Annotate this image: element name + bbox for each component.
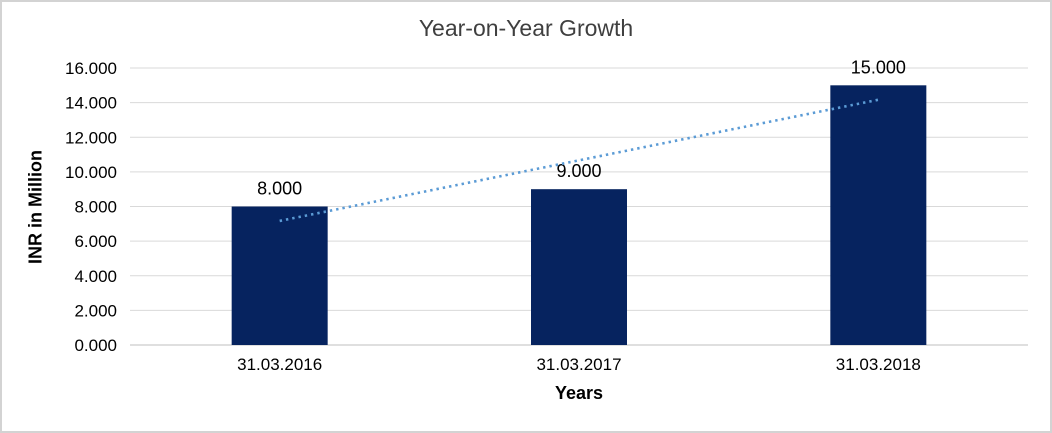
y-tick-label: 14.000 — [65, 94, 117, 113]
bar-value-label: 9.000 — [556, 161, 601, 181]
y-tick-label: 8.000 — [74, 198, 117, 217]
bar — [531, 189, 627, 345]
x-tick-label: 31.03.2017 — [536, 355, 621, 374]
y-tick-label: 4.000 — [74, 267, 117, 286]
y-tick-label: 0.000 — [74, 336, 117, 355]
y-tick-label: 10.000 — [65, 163, 117, 182]
bar-value-label: 15.000 — [851, 57, 906, 77]
bar — [830, 85, 927, 345]
y-tick-label: 6.000 — [74, 232, 117, 251]
x-tick-label: 31.03.2018 — [836, 355, 921, 374]
bar-value-label: 8.000 — [257, 179, 302, 199]
y-tick-label: 16.000 — [65, 59, 117, 78]
bar — [231, 206, 328, 345]
y-tick-label: 2.000 — [74, 301, 117, 320]
y-axis-title: INR in Million — [25, 150, 46, 264]
x-axis-title: Years — [554, 383, 604, 403]
y-tick-label: 12.000 — [65, 128, 117, 147]
x-tick-label: 31.03.2016 — [237, 355, 322, 374]
chart-title: Year-on-Year Growth — [418, 15, 634, 41]
